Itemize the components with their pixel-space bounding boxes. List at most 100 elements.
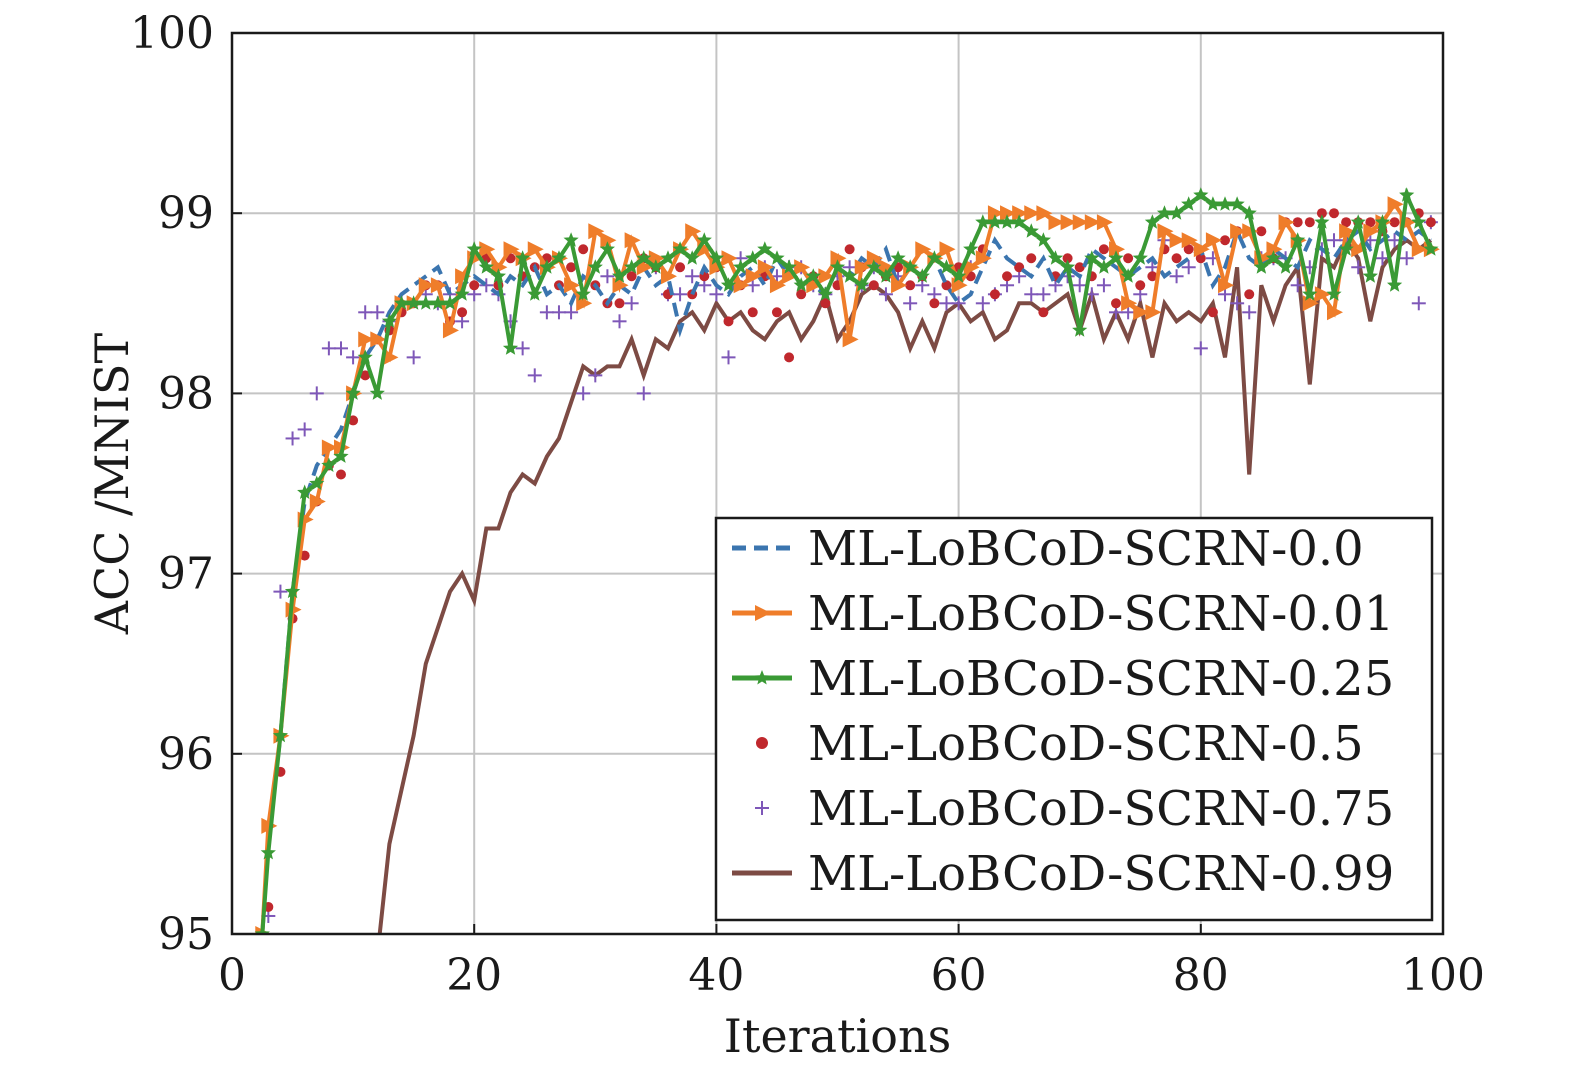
data-point xyxy=(1425,217,1436,228)
data-point xyxy=(672,241,688,256)
data-point xyxy=(878,268,894,283)
data-point xyxy=(611,268,628,283)
data-point xyxy=(1205,196,1221,211)
data-point xyxy=(478,259,494,274)
data-point xyxy=(1121,295,1138,312)
data-point xyxy=(382,349,399,366)
data-point xyxy=(1135,280,1146,291)
data-point xyxy=(527,241,544,258)
data-point xyxy=(1011,214,1027,229)
data-point xyxy=(321,439,338,456)
data-point xyxy=(1195,253,1206,264)
data-point xyxy=(1072,214,1089,231)
data-point xyxy=(769,250,785,265)
data-point xyxy=(360,370,371,381)
data-point xyxy=(1156,205,1173,220)
data-point xyxy=(1207,307,1218,318)
data-point xyxy=(793,277,809,292)
data-point xyxy=(503,241,520,258)
data-point xyxy=(1351,260,1366,275)
data-point xyxy=(675,262,686,273)
data-point xyxy=(1316,208,1327,219)
data-point xyxy=(1096,214,1113,231)
data-point xyxy=(1314,286,1331,303)
data-point xyxy=(842,268,858,283)
data-point xyxy=(457,307,468,318)
data-point xyxy=(1047,250,1064,265)
data-point xyxy=(685,223,702,240)
data-point xyxy=(348,415,359,426)
data-point xyxy=(781,259,797,274)
y-tick-label: 95 xyxy=(158,909,214,960)
data-point xyxy=(975,250,992,267)
data-point xyxy=(1060,214,1077,231)
data-point xyxy=(902,259,918,274)
data-point xyxy=(566,262,577,273)
data-point xyxy=(1109,241,1126,258)
data-point xyxy=(939,296,954,311)
data-point xyxy=(1098,244,1109,255)
data-point xyxy=(442,295,458,310)
data-point xyxy=(1169,205,1185,220)
data-point xyxy=(963,259,980,276)
data-point xyxy=(1389,217,1400,228)
data-point xyxy=(624,296,639,311)
data-point xyxy=(1193,241,1210,258)
data-point xyxy=(1387,277,1403,292)
data-point xyxy=(820,298,831,309)
data-point xyxy=(648,250,665,267)
data-point xyxy=(796,289,807,300)
legend-item: ML-LoBCoD-SCRN-0.99 xyxy=(732,846,1394,902)
data-point xyxy=(1120,268,1136,283)
data-point xyxy=(1072,278,1087,293)
data-point xyxy=(1183,244,1194,255)
data-point xyxy=(309,475,325,490)
data-point xyxy=(951,268,967,283)
data-point xyxy=(1363,223,1380,240)
data-point xyxy=(1181,260,1196,275)
data-point xyxy=(527,368,542,383)
data-point xyxy=(1123,253,1134,264)
data-point xyxy=(346,350,361,365)
data-point xyxy=(1084,250,1100,265)
data-point xyxy=(600,232,617,249)
data-point xyxy=(406,350,421,365)
data-point xyxy=(1220,235,1231,246)
data-point xyxy=(769,277,786,294)
data-point xyxy=(648,259,664,274)
data-point xyxy=(1290,232,1306,247)
data-point xyxy=(829,259,846,274)
data-point xyxy=(1014,262,1025,273)
data-point xyxy=(1193,341,1208,356)
legend-item: ML-LoBCoD-SCRN-0.0 xyxy=(732,521,1364,577)
data-point xyxy=(1278,214,1295,231)
data-point xyxy=(1329,208,1340,219)
data-point xyxy=(1024,287,1039,302)
data-point xyxy=(684,250,700,265)
data-point xyxy=(1253,259,1269,274)
data-point xyxy=(587,259,603,274)
data-point xyxy=(430,295,446,310)
data-point xyxy=(575,286,591,301)
x-tick-label: 80 xyxy=(1173,950,1229,1001)
data-point xyxy=(1365,217,1376,228)
legend: ML-LoBCoD-SCRN-0.0 ML-LoBCoD-SCRN-0.01 ML-… xyxy=(714,516,1434,922)
data-point xyxy=(285,431,300,446)
data-point xyxy=(455,268,472,285)
data-point xyxy=(999,214,1015,229)
data-point xyxy=(708,250,724,265)
data-point xyxy=(723,316,734,327)
legend-label: ML-LoBCoD-SCRN-0.5 xyxy=(808,716,1364,772)
legend-label: ML-LoBCoD-SCRN-0.75 xyxy=(808,781,1394,837)
data-point xyxy=(1193,187,1209,202)
data-point xyxy=(878,259,895,276)
legend-label: ML-LoBCoD-SCRN-0.01 xyxy=(808,586,1394,642)
legend-label: ML-LoBCoD-SCRN-0.0 xyxy=(808,521,1364,577)
legend-item: ML-LoBCoD-SCRN-0.5 xyxy=(756,716,1364,772)
legend-item: ML-LoBCoD-SCRN-0.01 xyxy=(732,586,1394,642)
data-point xyxy=(660,250,676,265)
data-point xyxy=(1314,214,1330,229)
data-point xyxy=(1147,271,1158,282)
data-point xyxy=(624,232,641,249)
data-point xyxy=(564,305,579,320)
